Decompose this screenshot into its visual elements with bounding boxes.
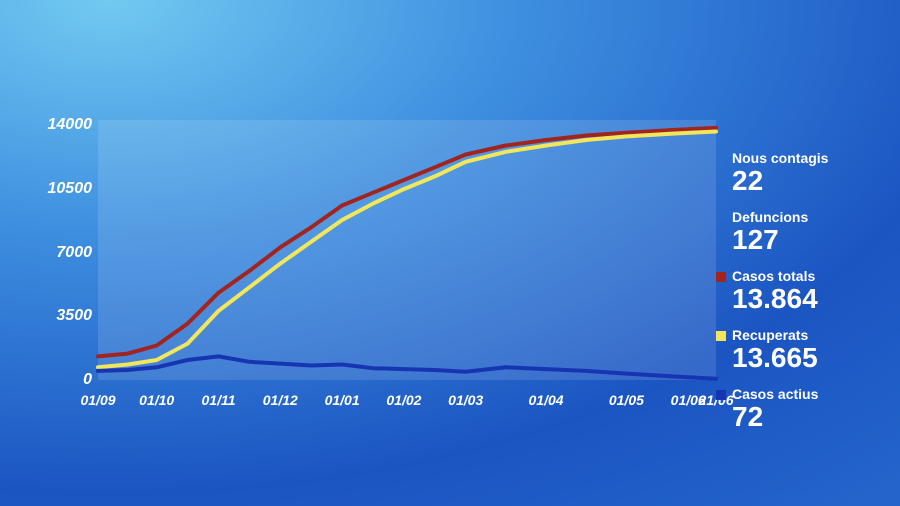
stat-item: Casos actius72 [732,386,882,431]
stat-item: Casos totals13.864 [732,268,882,313]
stat-item: Recuperats13.665 [732,327,882,372]
x-tick-label: 01/04 [529,392,564,408]
x-tick-label: 01/12 [263,392,298,408]
stat-label: Recuperats [732,327,882,343]
plot-area [98,120,716,380]
x-tick-label: 01/10 [139,392,174,408]
stat-value: 22 [732,167,882,195]
stat-value: 13.665 [732,344,882,372]
series-swatch [716,272,726,282]
stat-label: Defuncions [732,209,882,225]
stat-value: 13.864 [732,285,882,313]
x-tick-label: 01/09 [80,392,115,408]
y-tick-label: 7000 [32,244,92,262]
stat-item: Defuncions127 [732,209,882,254]
chart-lines [98,120,716,380]
x-tick-label: 01/11 [202,392,236,408]
stats-sidebar: Nous contagis22 Defuncions127 Casos totals… [732,150,882,445]
stat-label: Casos actius [732,386,882,402]
y-tick-label: 3500 [32,307,92,325]
stat-label: Nous contagis [732,150,882,166]
x-tick-label: 01/03 [448,392,483,408]
stat-label: Casos totals [732,268,882,284]
stat-value: 72 [732,403,882,431]
series-swatch [716,390,726,400]
series-swatch [716,331,726,341]
series-casos-totals [98,128,716,357]
series-recuperats [98,132,716,368]
x-tick-label: 01/05 [609,392,644,408]
y-tick-label: 10500 [32,180,92,198]
x-tick-label: 01/02 [386,392,421,408]
stat-item: Nous contagis22 [732,150,882,195]
x-tick-label: 01/01 [325,392,360,408]
y-tick-label: 14000 [32,116,92,134]
y-tick-label: 0 [32,371,92,389]
stat-value: 127 [732,226,882,254]
series-casos-actius [98,356,716,378]
line-chart: 0350070001050014000 01/0901/1001/1101/12… [40,120,720,450]
